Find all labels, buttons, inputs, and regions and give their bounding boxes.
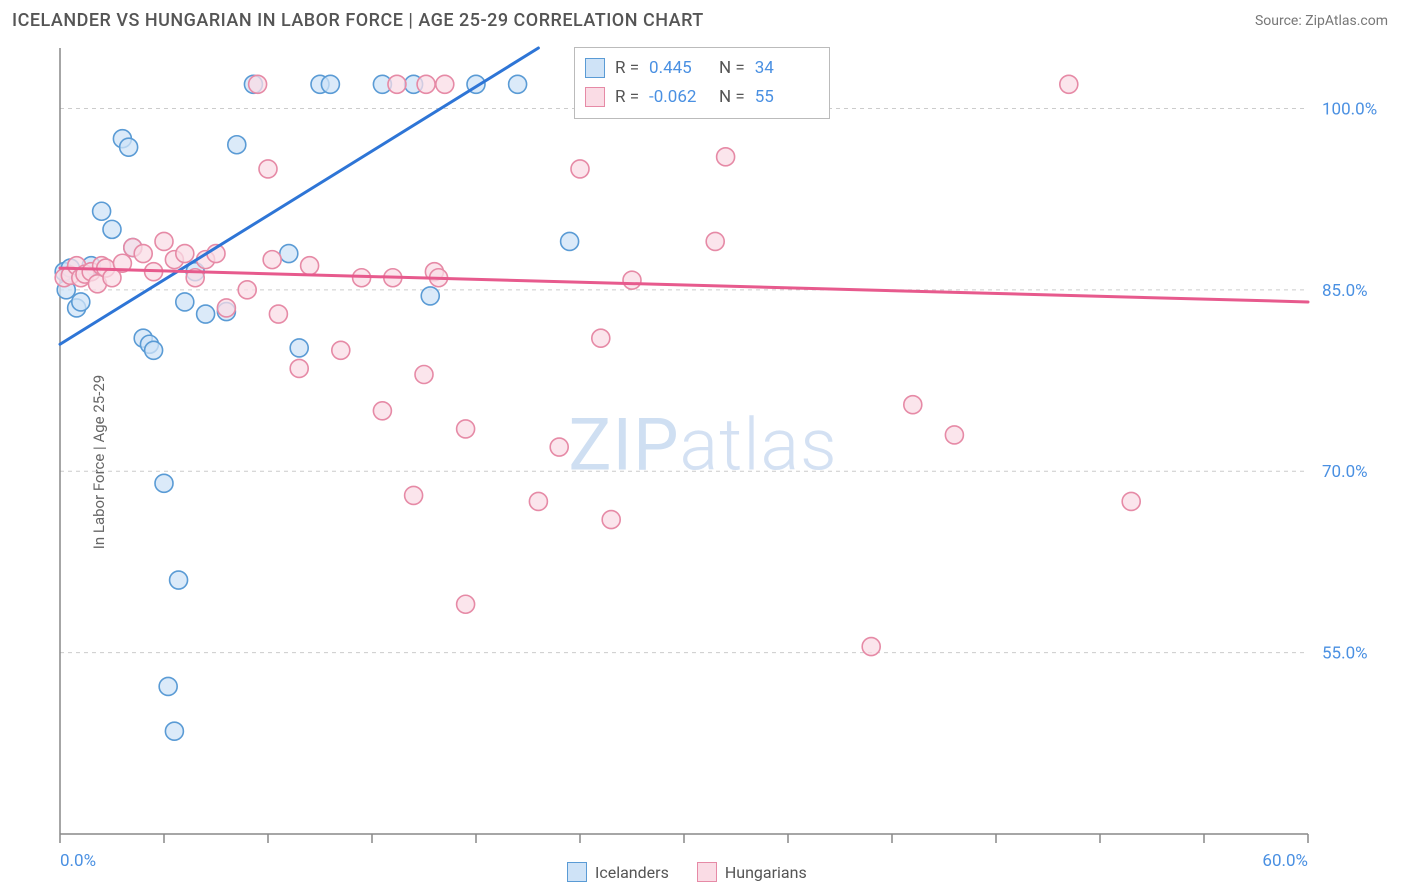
stat-n-value: 34 — [755, 54, 815, 83]
bottom-legend: Icelanders Hungarians — [567, 862, 807, 882]
svg-text:100.0%: 100.0% — [1322, 99, 1377, 119]
legend-swatch — [567, 862, 587, 882]
title-bar: ICELANDER VS HUNGARIAN IN LABOR FORCE | … — [0, 0, 1406, 37]
scatter-chart: 0.0% 60.0% 55.0% 70.0% 85.0% 100.0% — [12, 44, 1394, 880]
stat-box: R = 0.445 N = 34 R = -0.062 N = 55 — [574, 47, 830, 119]
legend-item: Icelanders — [567, 862, 669, 882]
legend-item: Hungarians — [697, 862, 807, 882]
stat-r-value: -0.062 — [649, 83, 709, 112]
source-label: Source: ZipAtlas.com — [1255, 13, 1388, 29]
stat-n-value: 55 — [755, 83, 815, 112]
stat-n-label: N = — [719, 83, 745, 112]
chart-title: ICELANDER VS HUNGARIAN IN LABOR FORCE | … — [12, 10, 704, 31]
stat-r-label: R = — [615, 54, 639, 83]
svg-text:0.0%: 0.0% — [60, 851, 96, 871]
chart-area: In Labor Force | Age 25-29 ZIPatlas 0.0%… — [12, 44, 1394, 880]
stat-r-value: 0.445 — [649, 54, 709, 83]
legend-label: Icelanders — [595, 863, 669, 882]
stat-swatch — [585, 87, 605, 107]
svg-text:55.0%: 55.0% — [1322, 644, 1368, 664]
stat-n-label: N = — [719, 54, 745, 83]
legend-label: Hungarians — [725, 863, 807, 882]
stat-swatch — [585, 58, 605, 78]
stat-r-label: R = — [615, 83, 639, 112]
svg-text:70.0%: 70.0% — [1322, 462, 1368, 482]
svg-text:60.0%: 60.0% — [1262, 851, 1308, 871]
stat-row: R = -0.062 N = 55 — [585, 83, 815, 112]
stat-row: R = 0.445 N = 34 — [585, 54, 815, 83]
y-axis-label: In Labor Force | Age 25-29 — [90, 375, 108, 549]
legend-swatch — [697, 862, 717, 882]
svg-text:85.0%: 85.0% — [1322, 281, 1368, 301]
